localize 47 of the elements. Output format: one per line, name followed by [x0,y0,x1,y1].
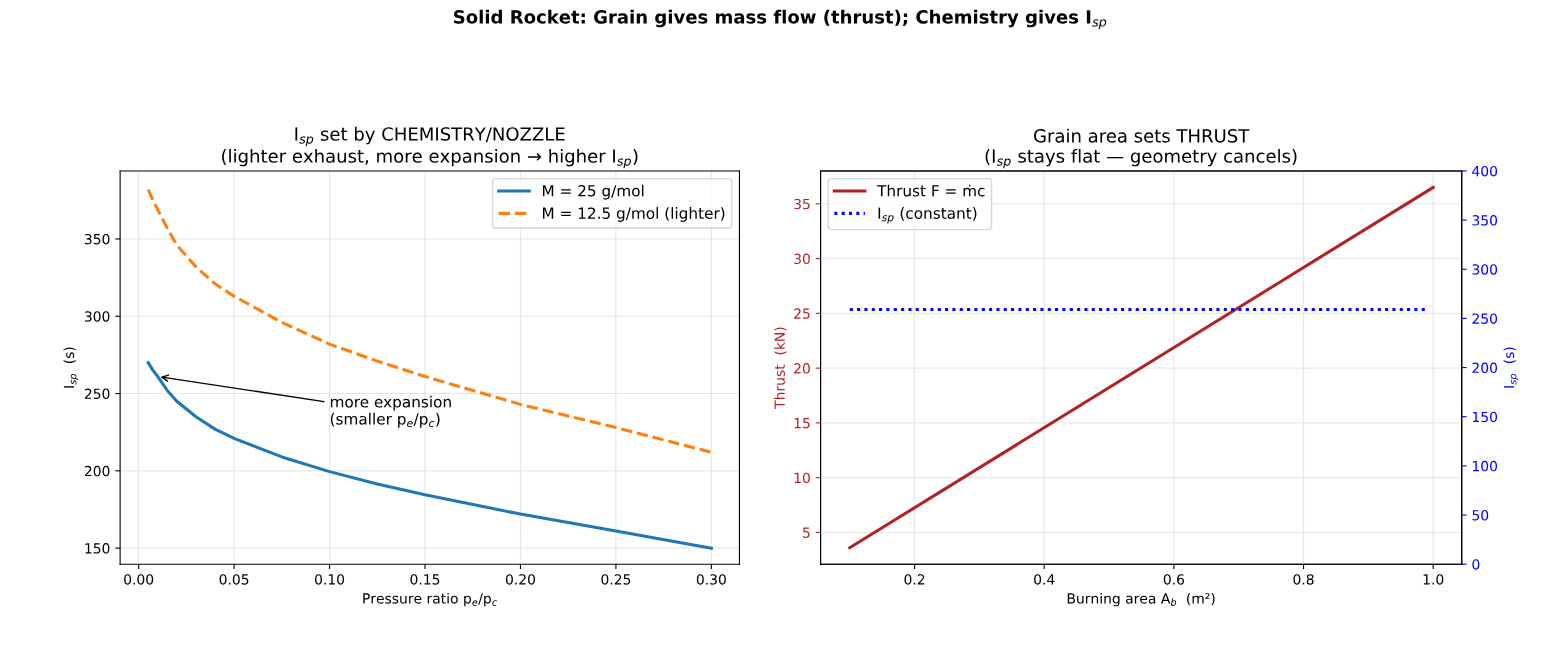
x-axis-title: Burning area A$_{b}$ (m²) [1067,592,1215,607]
chart-title: I$_{sp}$ set by CHEMISTRY/NOZZLE (lighter exhaust, more expansion → higher I$_{sp}$) [222,126,638,169]
y-tick-label: 20 [794,363,810,374]
x-tick-label: 0.4 [1034,574,1055,585]
legend-label: I$_{sp}$ (constant) [878,207,977,224]
y2-tick-label: 50 [1472,510,1489,521]
y-tick-label: 150 [85,543,110,554]
x-tick-label: 0.8 [1293,574,1314,585]
y2-axis-title: I$_{sp}$ (s) [1503,347,1519,388]
y2-tick-label: 150 [1472,411,1498,423]
legend-label: M = 12.5 g/mol (lighter) [542,207,725,222]
y-tick-label: 25 [794,308,810,319]
x-tick-label: 0.00 [124,574,154,585]
legend-label: Thrust F = ṁc [877,184,985,197]
text: Solid Rocket: Grain gives mass flow (thrust); Chemistry gives I$_{sp}$ [454,9,1107,30]
y-tick-label: 35 [794,198,810,210]
x-axis-title: Pressure ratio p$_{e}$/p$_{c}$ [363,592,498,607]
y-tick-label: 10 [794,472,810,484]
x-tick-label: 0.20 [505,574,535,585]
x-tick-label: 0.10 [315,574,345,585]
y-tick-label: 15 [794,418,810,429]
y2-tick-label: 300 [1472,264,1498,275]
y2-tick-label: 0 [1472,559,1480,570]
x-tick-label: 0.6 [1163,574,1185,585]
y2-tick-label: 250 [1472,313,1498,324]
line-series [146,361,713,550]
y2-tick-label: 200 [1472,362,1498,374]
x-tick-label: 0.30 [696,574,726,585]
x-tick-label: 0.2 [904,574,925,585]
y2-tick-label: 100 [1472,460,1498,472]
annotation: more expansion (smaller p$_{e}$/p$_{c}$) [330,395,451,428]
y-axis-title: Thrust (kN) [774,327,787,409]
legend-label: M = 25 g/mol [542,184,644,200]
y-tick-label: 30 [794,253,810,265]
y-tick-label: 200 [84,465,110,477]
x-tick-label: 0.15 [410,574,440,585]
y2-tick-label: 350 [1472,215,1498,226]
x-tick-label: 0.05 [219,574,249,585]
x-tick-label: 0.25 [601,574,631,585]
y-axis-title: I$_{sp}$ (s) [63,347,79,388]
x-tick-label: 1.0 [1423,574,1444,585]
y2-tick-label: 400 [1472,165,1498,177]
y-tick-label: 5 [803,527,810,538]
y-tick-label: 350 [84,233,110,245]
y-tick-label: 250 [84,388,110,400]
y-tick-label: 300 [84,311,110,322]
chart-title: Grain area sets THRUST (I$_{sp}$ stays flat — geometry cancels) [985,128,1297,169]
